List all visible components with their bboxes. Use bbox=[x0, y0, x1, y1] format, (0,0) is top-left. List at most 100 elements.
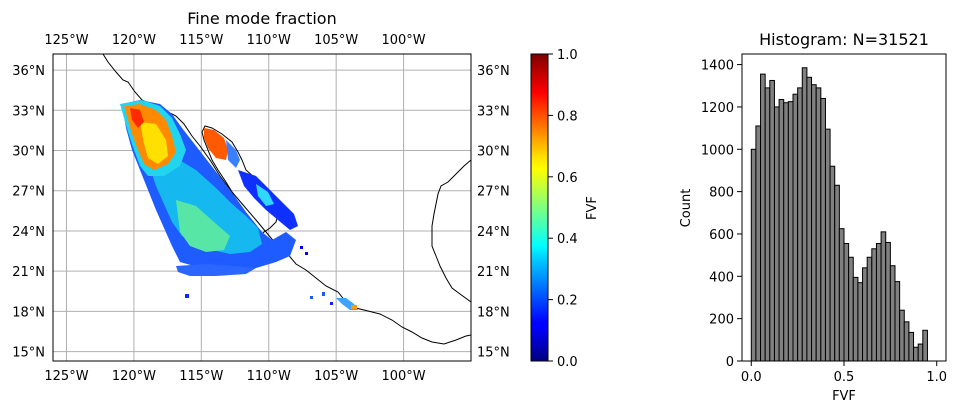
colorbar-tick-label: 0.2 bbox=[557, 294, 578, 309]
histogram-bar bbox=[889, 265, 896, 362]
histogram-bar bbox=[755, 125, 762, 362]
map-tick-lon-top: 115°W bbox=[179, 33, 223, 48]
map-tick-lat-left: 36°N bbox=[12, 64, 45, 79]
map-tick-lon-bottom: 105°W bbox=[314, 369, 358, 384]
fvf-speck-a bbox=[185, 294, 189, 298]
histogram-bar bbox=[899, 309, 905, 362]
map-tick-lon-bottom: 115°W bbox=[179, 369, 223, 384]
map-tick-lon-top: 105°W bbox=[314, 33, 358, 48]
histogram-bar bbox=[838, 228, 845, 362]
histogram-bar bbox=[824, 128, 831, 362]
histogram-ytick-label: 200 bbox=[709, 313, 734, 328]
histogram-bar bbox=[866, 256, 873, 362]
map-tick-lat-right: 18°N bbox=[477, 305, 510, 320]
fvf-patch-south-edge bbox=[176, 264, 256, 276]
histogram-ytick-label: 1000 bbox=[701, 143, 734, 158]
histogram-ytick-label: 600 bbox=[709, 228, 734, 243]
histogram-ytick-label: 400 bbox=[709, 270, 734, 285]
map-tick-lat-right: 24°N bbox=[477, 225, 510, 240]
histogram-bar bbox=[857, 282, 864, 362]
map-tick-lat-left: 18°N bbox=[12, 305, 45, 320]
map-tick-lat-left: 21°N bbox=[12, 265, 45, 280]
fvf-patch-cabo-orange bbox=[351, 305, 357, 309]
histogram-bar bbox=[829, 165, 836, 362]
fvf-speck-b bbox=[310, 296, 313, 299]
histogram-bar bbox=[815, 87, 822, 362]
map-tick-lat-right: 36°N bbox=[477, 64, 510, 79]
map-tick-lon-bottom: 120°W bbox=[112, 369, 156, 384]
histogram-bar bbox=[903, 321, 910, 362]
map-tick-lon-bottom: 125°W bbox=[44, 369, 88, 384]
fvf-speck-d bbox=[330, 302, 333, 305]
histogram-bar bbox=[797, 87, 803, 362]
fvf-patch-red bbox=[130, 108, 144, 128]
histogram-bar bbox=[750, 148, 757, 362]
histogram-ytick-label: 1200 bbox=[701, 101, 734, 116]
map-tick-lat-left: 30°N bbox=[12, 145, 45, 160]
fvf-speck-f bbox=[305, 252, 308, 255]
histogram-bar bbox=[843, 242, 850, 362]
histogram-bar bbox=[885, 241, 891, 362]
fvf-patch-green bbox=[176, 200, 230, 252]
histogram-ytick-label: 0 bbox=[726, 355, 734, 370]
histogram-bar bbox=[769, 79, 775, 362]
fvf-patch-gulf-north-blue bbox=[226, 140, 240, 168]
histogram-bar bbox=[764, 87, 771, 362]
histogram-xlabel: FVF bbox=[832, 389, 856, 404]
histogram-bar bbox=[806, 76, 813, 362]
map-tick-lat-right: 21°N bbox=[477, 265, 510, 280]
map-title: Fine mode fraction bbox=[187, 9, 336, 28]
fvf-patch-yellow bbox=[140, 122, 168, 164]
coastline-gulf-mexico-east bbox=[431, 159, 471, 303]
histogram-bar bbox=[787, 101, 794, 362]
histogram-ytick-label: 1400 bbox=[701, 59, 734, 74]
map-frame bbox=[52, 53, 472, 362]
colorbar-gradient bbox=[530, 53, 549, 362]
histogram-bar bbox=[834, 184, 840, 362]
map-panel: Fine mode fraction bbox=[12, 9, 510, 384]
colorbar-tick-label: 0.6 bbox=[557, 171, 578, 186]
histogram-panel: Histogram: N=31521 0 200 400 600 800 1000 1200… bbox=[679, 30, 947, 404]
histogram-bar bbox=[871, 248, 877, 362]
colorbar-tick-label: 0.4 bbox=[557, 232, 578, 247]
map-tick-lat-right: 27°N bbox=[477, 185, 510, 200]
colorbar: 0.0 0.2 0.4 0.6 0.8 1.0 FVF bbox=[530, 48, 600, 370]
fvf-speck-c bbox=[322, 292, 325, 296]
histogram-bar bbox=[917, 343, 924, 362]
histogram-bar bbox=[783, 102, 789, 362]
colorbar-ticks: 0.0 0.2 0.4 0.6 0.8 1.0 bbox=[548, 48, 578, 370]
histogram-title: Histogram: N=31521 bbox=[759, 30, 929, 49]
histogram-bar bbox=[760, 73, 766, 362]
colorbar-tick-label: 1.0 bbox=[557, 48, 578, 63]
map-data-layer bbox=[102, 54, 471, 345]
histogram-bar bbox=[875, 242, 882, 362]
map-tick-lon-top: 100°W bbox=[381, 33, 425, 48]
map-tick-labels: 125°W 125°W 120°W 120°W 115°W 115°W 110°W 110°W… bbox=[12, 33, 510, 384]
colorbar-label: FVF bbox=[585, 196, 600, 220]
fvf-patch-gulf-north bbox=[204, 128, 228, 160]
colorbar-tick-label: 0.8 bbox=[557, 109, 578, 124]
fvf-data-patches bbox=[120, 100, 358, 310]
histogram-bar bbox=[848, 256, 854, 362]
map-tick-lat-right: 33°N bbox=[477, 104, 510, 119]
histogram-ticks: 0 200 400 600 800 1000 1200 1400 0.0 0.5 1.0 bbox=[701, 59, 947, 385]
histogram-xtick-label: 0.5 bbox=[834, 370, 855, 385]
fvf-patch-mid-low bbox=[148, 158, 262, 254]
histogram-bar bbox=[908, 331, 915, 362]
histogram-bar bbox=[880, 231, 887, 362]
map-tick-lat-left: 24°N bbox=[12, 225, 45, 240]
histogram-xtick-label: 0.0 bbox=[741, 370, 762, 385]
histogram-ylabel: Count bbox=[679, 189, 694, 228]
fvf-speck-e bbox=[300, 246, 303, 249]
fvf-patch-mainland-cyan bbox=[256, 184, 274, 206]
map-tick-lat-left: 15°N bbox=[12, 346, 45, 361]
histogram-bar bbox=[811, 84, 817, 362]
map-tick-lon-bottom: 100°W bbox=[381, 369, 425, 384]
map-tick-lon-bottom: 110°W bbox=[247, 369, 291, 384]
histogram-bar bbox=[862, 267, 868, 362]
histogram-ytick-label: 800 bbox=[709, 186, 734, 201]
map-tick-lon-top: 110°W bbox=[247, 33, 291, 48]
histogram-bars bbox=[750, 67, 928, 362]
map-gridlines bbox=[53, 54, 471, 361]
